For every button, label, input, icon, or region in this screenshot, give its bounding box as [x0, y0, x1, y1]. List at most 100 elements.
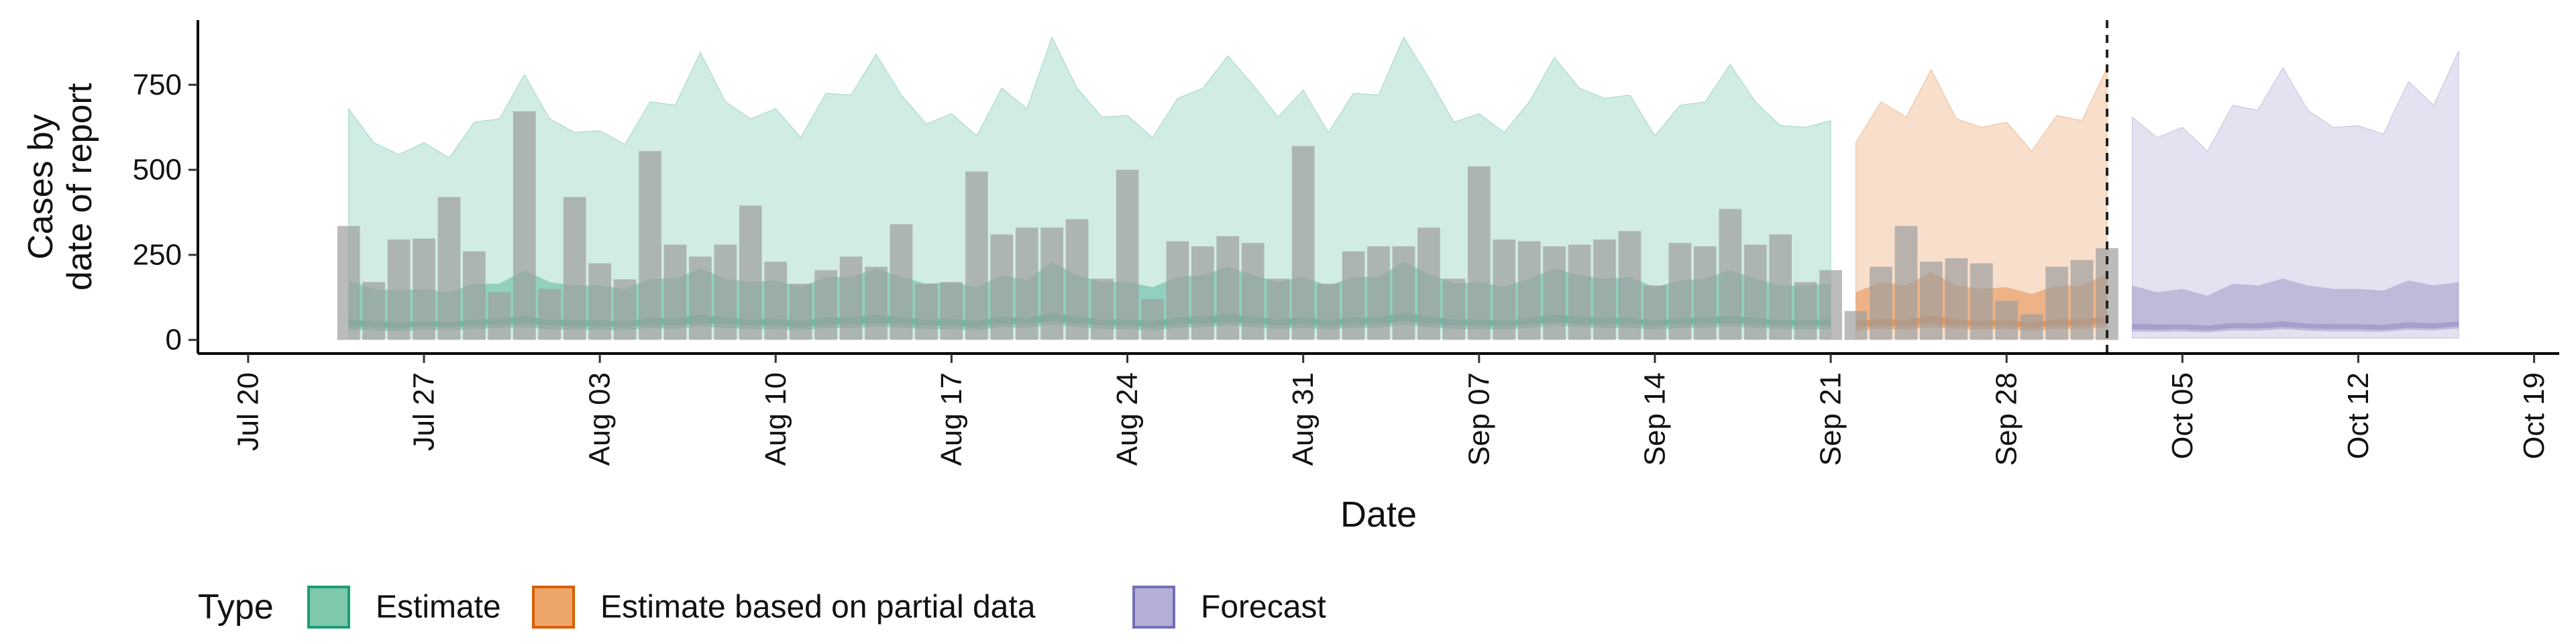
bar — [387, 239, 411, 340]
x-tick-label: Oct 19 — [2518, 372, 2551, 460]
bar — [1442, 278, 1466, 340]
bar — [1543, 246, 1566, 340]
x-tick-label: Aug 03 — [584, 372, 616, 466]
x-tick-label: Aug 31 — [1287, 372, 1320, 466]
bar — [1517, 241, 1541, 340]
legend-layer: Type Estimate Estimate based on partial da… — [198, 586, 1326, 629]
bar — [2045, 266, 2068, 340]
legend-swatch — [532, 586, 575, 629]
x-tick-label: Sep 21 — [1815, 372, 1847, 466]
bar — [990, 234, 1014, 340]
bar — [1568, 244, 1591, 340]
x-tick-label: Aug 24 — [1111, 372, 1144, 466]
bar — [1367, 246, 1390, 340]
bar — [689, 256, 712, 340]
bar — [1116, 170, 1139, 340]
bar — [1719, 209, 1742, 340]
bar — [965, 171, 988, 340]
y-tick-label: 500 — [133, 154, 182, 186]
bar — [337, 225, 360, 340]
y-axis-title-line: Cases by — [21, 114, 60, 260]
legend-label: Forecast — [1201, 590, 1326, 625]
y-axis-title-line: date of report — [60, 83, 99, 290]
bar — [2020, 314, 2043, 340]
bar — [1493, 239, 1516, 340]
bar — [1945, 258, 1968, 340]
bar — [1166, 241, 1189, 340]
x-tick-label: Aug 17 — [935, 372, 968, 466]
bar — [2070, 260, 2094, 340]
bar — [588, 263, 611, 340]
bar — [1794, 282, 1817, 340]
bar — [463, 251, 486, 340]
axes-layer: 0 250 500 750 Jul 20 Jul 27 Aug 03 Aug 10 Aug 17… — [133, 20, 2559, 466]
x-tick-label: Oct 12 — [2342, 372, 2375, 460]
x-tick-label: Jul 27 — [408, 372, 441, 451]
legend-swatch — [307, 586, 350, 629]
bar — [1191, 246, 1214, 340]
x-tick-label: Oct 05 — [2166, 372, 2199, 460]
bar — [890, 224, 913, 340]
y-axis-title: Cases bydate of report — [21, 83, 99, 290]
bar — [1618, 231, 1642, 340]
bar — [1769, 234, 1792, 340]
bar — [1392, 246, 1415, 340]
y-tick-label: 750 — [133, 68, 182, 101]
bar — [1091, 278, 1114, 340]
bar — [1644, 285, 1666, 340]
bar — [1141, 299, 1164, 340]
bar — [1819, 270, 1842, 340]
bar — [413, 238, 435, 340]
legend-swatch — [1132, 586, 1175, 629]
bar — [789, 284, 812, 340]
bar — [1894, 225, 1918, 340]
bar — [1870, 266, 1892, 340]
bar — [563, 197, 586, 340]
bar — [1693, 246, 1717, 340]
bar — [362, 282, 385, 340]
bar — [613, 279, 637, 340]
bar — [639, 151, 661, 340]
bar — [1995, 301, 2019, 340]
bar — [1970, 263, 1993, 340]
bar — [1919, 262, 1943, 340]
legend-label: Estimate based on partial data — [600, 590, 1036, 625]
ribbon-2-band-2 — [2132, 321, 2459, 331]
y-tick-label: 250 — [133, 238, 182, 271]
bar — [1015, 227, 1038, 340]
bar — [940, 282, 963, 340]
bar — [1668, 243, 1692, 340]
bar — [1241, 243, 1265, 340]
x-tick-label: Aug 10 — [759, 372, 792, 466]
bar — [814, 270, 838, 340]
bar — [488, 292, 511, 340]
bar — [915, 284, 938, 340]
bar — [513, 111, 536, 340]
bar — [739, 205, 762, 340]
legend-title: Type — [198, 588, 274, 627]
bar — [865, 266, 888, 340]
y-tick-label: 0 — [166, 323, 182, 356]
x-tick-label: Jul 20 — [231, 372, 264, 451]
bar — [1291, 146, 1315, 340]
x-tick-label: Sep 28 — [1990, 372, 2023, 466]
bar — [1267, 278, 1290, 340]
bar — [1216, 236, 1240, 340]
labels-layer: Cases bydate of report Date — [21, 83, 1417, 535]
bars-layer — [337, 111, 2118, 340]
bar — [663, 244, 687, 340]
legend-label: Estimate — [376, 590, 501, 625]
bar — [1317, 284, 1340, 340]
x-tick-label: Sep 14 — [1638, 372, 1671, 466]
bar — [1467, 166, 1491, 340]
x-axis-title: Date — [1340, 494, 1417, 535]
bar — [437, 197, 461, 340]
bar — [839, 256, 863, 340]
ribbon-2-band-1 — [2132, 278, 2459, 333]
bar — [538, 288, 561, 340]
bar — [1065, 219, 1089, 340]
bar — [764, 262, 788, 340]
ribbon-2-band-0 — [2131, 50, 2459, 339]
